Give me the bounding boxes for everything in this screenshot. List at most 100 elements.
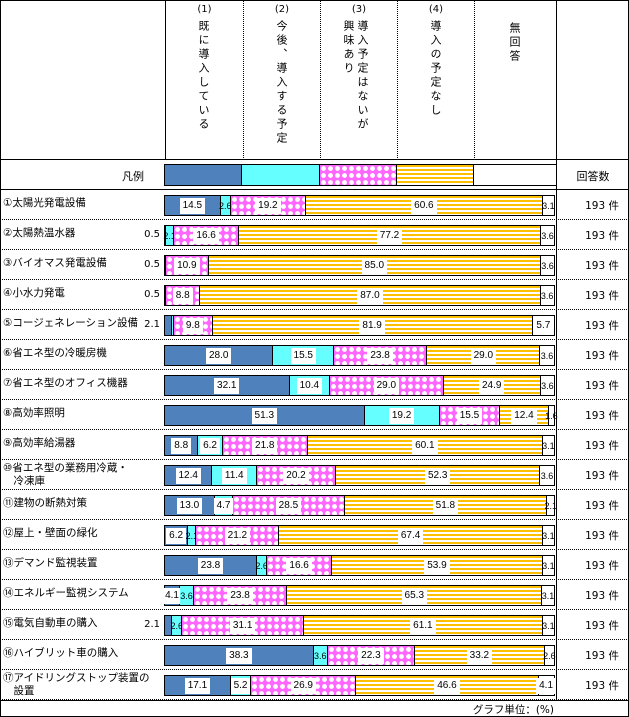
bar-segment-no-answer: 2.1 (545, 495, 557, 516)
bar-segment-no-answer: 2.6 (543, 645, 556, 666)
chart-row: ⑩省エネ型の業務用冷蔵・ 冷凍庫 12.4 11.4 20.2 52.3 3.6 193 件 (0, 460, 629, 490)
column-heading-4: (4) 導入の予定なし (397, 0, 474, 160)
segment-value: 2.1 (185, 530, 199, 541)
response-count: 193 件 (556, 310, 629, 340)
column-number: (3) (351, 4, 367, 15)
bar-segment-planned: 3.6 (180, 585, 195, 606)
response-count: 193 件 (556, 280, 629, 310)
segment-value: 3.6 (540, 350, 554, 361)
bar-segment-already: 14.5 (164, 195, 221, 216)
segment-value: 87.0 (357, 287, 383, 304)
outside-value-label: 2.1 (144, 319, 160, 330)
column-heading-2: (2) 今後、導入する予定 (243, 0, 320, 160)
bar-segment-already: 17.1 (164, 675, 231, 696)
bar-segment-no-plan: 46.6 (356, 675, 539, 696)
row-label: ⑥省エネ型の冷暖房機 (3, 347, 107, 359)
segment-value: 20.2 (283, 467, 309, 484)
bar-segment-interested: 28.5 (233, 495, 345, 516)
bar-segment-planned: 2.6 (171, 615, 183, 636)
bar-segment-no-plan: 85.0 (208, 255, 541, 276)
bar-segment-no-answer: 3.1 (542, 615, 555, 636)
segment-value: 6.2 (200, 437, 220, 454)
response-count: 193 件 (556, 340, 629, 370)
segment-value: 3.1 (542, 200, 555, 211)
bar-segment-planned: 2.1 (163, 225, 176, 246)
segment-value: 46.6 (434, 677, 460, 694)
bar-segment-planned: 15.5 (273, 345, 335, 366)
segment-value: 8.8 (171, 437, 192, 454)
segment-value: 38.3 (226, 647, 252, 664)
bar-segment-no-answer: 3.6 (540, 465, 555, 486)
unit-label: グラフ単位：(%) (472, 704, 554, 716)
legend-swatch-already (165, 165, 242, 185)
segment-value: 15.5 (290, 347, 316, 364)
bar-segment-interested: 23.8 (194, 585, 288, 606)
bar-segment-already (164, 285, 166, 306)
row-label: ②太陽熱温水器 (3, 227, 76, 239)
bar-segment-no-plan: 29.0 (427, 345, 541, 366)
segment-value: 5.7 (533, 317, 554, 334)
chart-row: ⑪建物の断熱対策 13.0 4.7 28.5 51.8 2.1 193 件 (0, 490, 629, 520)
segment-value: 2.6 (255, 560, 268, 571)
response-count: 193 件 (556, 430, 629, 460)
segment-value: 31.1 (229, 617, 256, 634)
segment-value: 22.3 (358, 647, 384, 664)
bar-segment-planned (172, 315, 175, 336)
bar-segment-planned: 2.6 (219, 195, 232, 216)
segment-value: 19.2 (255, 197, 281, 214)
segment-value: 6.2 (166, 527, 187, 544)
stacked-bar: 32.1 10.4 29.0 24.9 3.6 (164, 375, 555, 396)
bar-segment-interested: 19.2 (230, 195, 306, 216)
row-label: ⑬デマンド監視装置 (3, 557, 98, 569)
bar-segment-already (164, 255, 166, 276)
bar-segment-no-plan: 33.2 (415, 645, 545, 666)
bar-segment-no-answer: 3.6 (540, 255, 556, 276)
stacked-bar: 8.8 87.0 3.6 (164, 285, 555, 306)
segment-value: 3.6 (541, 230, 554, 241)
bar-segment-planned: 2.1 (185, 525, 199, 546)
bar-segment-interested: 23.8 (334, 345, 428, 366)
bar-segment-no-plan: 77.2 (239, 225, 541, 246)
bar-segment-already (164, 615, 173, 636)
chart-row: ⑫屋上・壁面の緑化 6.2 2.1 21.2 67.4 3.1 193 件 (0, 520, 629, 550)
stacked-bar: 4.1 3.6 23.8 65.3 3.1 (162, 585, 555, 606)
response-count: 193 件 (556, 550, 629, 580)
column-number: (2) (274, 4, 290, 15)
row-label: ⑨高効率給湯器 (3, 437, 76, 449)
footer: グラフ単位：(%) (0, 700, 629, 717)
outside-value-label: 0.5 (144, 229, 160, 240)
chart-row: ④小水力発電 0.5 8.8 87.0 3.6 193 件 (0, 280, 629, 310)
column-text: 導入予定はないが 興味あり (342, 20, 369, 132)
response-count: 193 件 (556, 490, 629, 520)
stacked-bar: 9.8 81.9 5.7 (164, 315, 556, 336)
column-text: 今後、導入する予定 (275, 20, 288, 146)
segment-value: 3.1 (542, 620, 555, 631)
segment-value: 29.0 (373, 377, 400, 394)
bar-segment-no-answer: 3.1 (542, 525, 555, 546)
bar-segment-no-plan: 52.3 (336, 465, 541, 486)
segment-value: 15.5 (456, 407, 483, 424)
column-heading-3: (3) 導入予定はないが 興味あり (320, 0, 397, 160)
segment-value: 3.1 (542, 560, 555, 571)
segment-value: 51.8 (432, 497, 459, 514)
segment-value: 5.2 (230, 677, 251, 694)
bar-segment-already: 4.1 (162, 585, 182, 606)
segment-value: 85.0 (361, 257, 388, 274)
segment-value: 12.4 (175, 467, 201, 484)
response-count: 193 件 (556, 190, 629, 220)
segment-value: 52.3 (425, 467, 451, 484)
segment-value: 23.8 (227, 587, 253, 604)
segment-value: 8.8 (172, 287, 193, 304)
chart-row: ⑤コージェネレーション設備 2.1 9.8 81.9 5.7 193 件 (0, 310, 629, 340)
bar-segment-already (164, 315, 173, 336)
response-count: 193 件 (556, 580, 629, 610)
segment-value: 3.6 (541, 380, 554, 391)
segment-value: 14.5 (179, 197, 206, 214)
segment-value: 2.1 (163, 230, 176, 241)
bar-segment-planned: 11.4 (212, 465, 258, 486)
segment-value: 28.0 (206, 347, 232, 364)
outside-value-label: 0.5 (144, 289, 160, 300)
outside-value-label: 2.1 (144, 619, 160, 630)
bar-segment-no-plan: 12.4 (500, 405, 549, 426)
bar-segment-planned: 2.6 (255, 555, 268, 576)
